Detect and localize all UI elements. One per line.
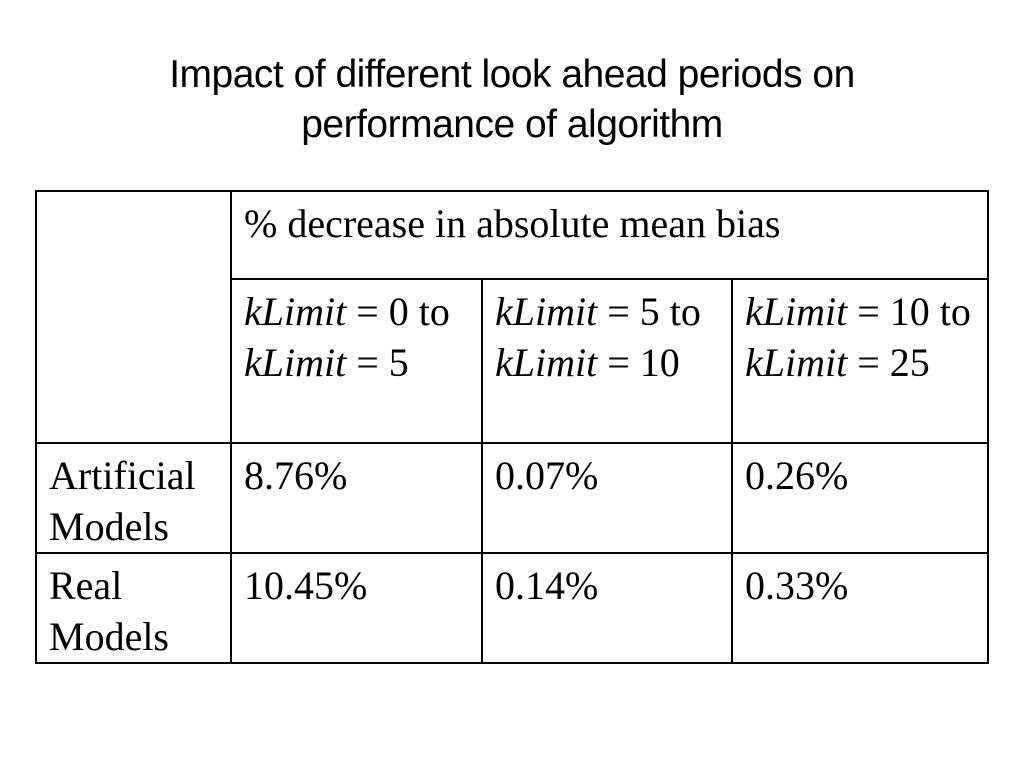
klimit-rest: = 10 to [847, 289, 971, 334]
klimit-rest: = 5 to [597, 289, 701, 334]
span-header-cell: % decrease in absolute mean bias [230, 190, 989, 280]
value-cell: 8.76% [230, 442, 483, 554]
klimit-italic: kLimit [244, 289, 347, 334]
value-cell: 10.45% [230, 552, 483, 664]
table-row-span-header: % decrease in absolute mean bias [35, 190, 989, 444]
col-header-line: kLimit = 25 [745, 337, 975, 388]
col-header-cell-2: kLimit = 5 to kLimit = 10 [481, 278, 733, 444]
klimit-rest: = 10 [597, 340, 680, 385]
klimit-italic: kLimit [745, 289, 848, 334]
col-header-cell-1: kLimit = 0 to kLimit = 5 [230, 278, 483, 444]
klimit-italic: kLimit [244, 340, 347, 385]
value-cell: 0.14% [481, 552, 733, 664]
klimit-italic: kLimit [495, 340, 598, 385]
col-header-line: kLimit = 10 to [745, 286, 975, 337]
value-cell: 0.07% [481, 442, 733, 554]
col-header-cell-3: kLimit = 10 to kLimit = 25 [731, 278, 989, 444]
col-header-line: kLimit = 5 [244, 337, 469, 388]
col-header-line: kLimit = 10 [495, 337, 719, 388]
value-cell: 0.26% [731, 442, 989, 554]
table-row-artificial-models: Artificial Models 8.76% 0.07% 0.26% [35, 442, 989, 554]
table-row-column-headers: kLimit = 0 to kLimit = 5 kLimit = 5 to k… [36, 278, 989, 444]
col-header-line: kLimit = 0 to [244, 286, 469, 337]
table-row-real-models: Real Models 10.45% 0.14% 0.33% [35, 552, 989, 664]
klimit-rest: = 5 [346, 340, 409, 385]
klimit-italic: kLimit [745, 340, 848, 385]
corner-empty-cell [35, 190, 232, 444]
row-label-cell: Real Models [35, 552, 232, 664]
klimit-italic: kLimit [495, 289, 598, 334]
row-label-cell: Artificial Models [35, 442, 232, 554]
klimit-rest: = 25 [847, 340, 930, 385]
klimit-rest: = 0 to [346, 289, 450, 334]
slide-title: Impact of different look ahead periods o… [0, 50, 1024, 150]
slide-title-line-2: performance of algorithm [301, 103, 723, 146]
slide-title-line-1: Impact of different look ahead periods o… [169, 53, 855, 96]
results-table: % decrease in absolute mean bias kLimit … [35, 190, 989, 664]
col-header-line: kLimit = 5 to [495, 286, 719, 337]
value-cell: 0.33% [731, 552, 989, 664]
